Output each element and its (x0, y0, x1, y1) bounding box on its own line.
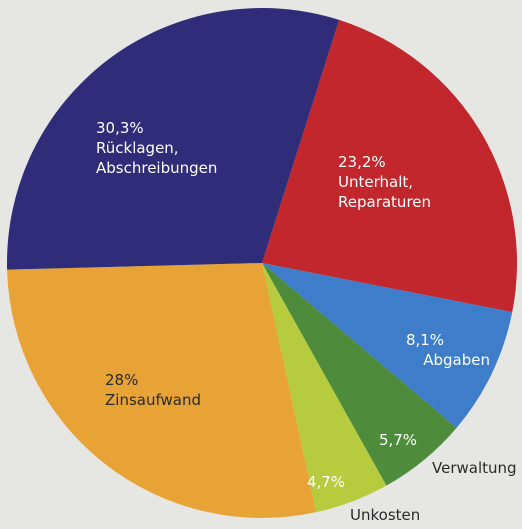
pie-slice (262, 263, 457, 486)
pie-slice (7, 7, 340, 270)
pie-slice (7, 263, 317, 519)
value-label: 4,7% (306, 473, 346, 491)
value-label: 5,7% (378, 431, 418, 449)
slice-label: Rücklagen, Abschreibungen (96, 139, 218, 177)
value-label: 23,2% (338, 153, 386, 171)
slice-label: Abgaben (423, 351, 490, 369)
pie-slice (262, 263, 513, 428)
value-label: 28% (105, 371, 139, 389)
value-label: 30,3% (96, 119, 144, 137)
pie-slice (262, 19, 517, 313)
slice-label: Unkosten (350, 506, 421, 524)
slice-label: Unterhalt, Reparaturen (338, 173, 432, 211)
value-label: 8,1% (405, 331, 445, 349)
pie-slice (262, 263, 387, 513)
slice-label: Verwaltung (432, 459, 517, 477)
slice-label: Zinsaufwand (105, 391, 201, 409)
